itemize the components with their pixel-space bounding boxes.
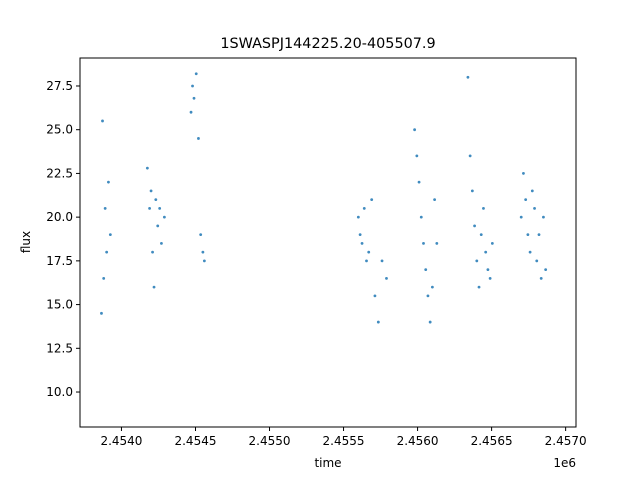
data-point	[149, 189, 153, 193]
data-point	[105, 250, 109, 254]
data-point	[145, 166, 149, 170]
data-point	[542, 215, 545, 219]
y-tick-label: 12.5	[46, 341, 73, 355]
data-point	[433, 198, 436, 202]
data-point	[417, 180, 421, 184]
data-point	[519, 215, 523, 219]
data-point	[108, 233, 112, 237]
data-point	[162, 215, 166, 219]
data-point	[158, 207, 162, 210]
y-tick-label: 17.5	[46, 254, 73, 268]
data-point	[189, 110, 193, 114]
x-tick-label: 2.4545	[174, 434, 216, 448]
data-point	[428, 320, 432, 324]
data-point	[370, 198, 374, 202]
data-point	[482, 207, 485, 210]
data-point	[362, 207, 366, 210]
data-point	[101, 119, 104, 123]
data-point	[376, 320, 380, 324]
x-tick-label: 2.4565	[471, 434, 513, 448]
data-point	[380, 259, 384, 263]
data-point	[535, 259, 539, 263]
data-point	[197, 137, 200, 140]
y-tick-label: 27.5	[46, 79, 73, 93]
data-point	[526, 233, 530, 237]
data-point	[415, 154, 419, 158]
data-points	[100, 72, 548, 324]
x-axis-offset-label: 1e6	[553, 456, 576, 470]
data-point	[373, 294, 377, 298]
x-tick-label: 2.4560	[397, 434, 439, 448]
data-point	[473, 224, 476, 228]
y-tick-label: 25.0	[46, 123, 73, 137]
data-point	[199, 233, 203, 237]
x-axis: 2.4540 2.4545 2.4550 2.4555 2.4560 2.4565 2.45…	[100, 427, 587, 448]
x-tick-label: 2.4550	[249, 434, 291, 448]
chart-title: 1SWASPJ144225.20-405507.9	[220, 36, 435, 52]
data-point	[477, 285, 481, 289]
data-point	[486, 268, 490, 272]
data-point	[466, 75, 470, 79]
data-point	[356, 215, 360, 219]
data-point	[539, 276, 543, 280]
x-tick-label: 2.4540	[100, 434, 142, 448]
y-tick-label: 15.0	[46, 298, 73, 312]
data-point	[100, 311, 103, 315]
data-point	[201, 250, 205, 254]
y-tick-label: 20.0	[46, 210, 73, 224]
data-point	[528, 250, 532, 254]
data-point	[470, 189, 474, 193]
data-point	[102, 276, 106, 280]
data-point	[358, 233, 362, 237]
plot-area-frame	[79, 57, 577, 428]
data-point	[490, 241, 494, 245]
data-point	[533, 207, 536, 210]
y-axis: 10.0 12.5 15.0 17.5 20.0 22.5 25.0 27.5	[46, 79, 80, 399]
data-point	[479, 233, 483, 237]
data-point	[148, 207, 151, 210]
data-point	[360, 241, 364, 245]
data-point	[419, 215, 423, 219]
data-point	[522, 172, 525, 175]
y-axis-label: flux	[19, 231, 33, 253]
y-tick-label: 22.5	[46, 166, 73, 180]
data-point	[154, 198, 158, 202]
data-point	[537, 233, 541, 237]
data-point	[430, 285, 434, 289]
data-point	[103, 207, 107, 210]
data-point	[475, 259, 479, 263]
data-point	[424, 268, 428, 272]
data-point	[192, 96, 196, 100]
data-point	[488, 276, 492, 280]
data-point	[468, 154, 472, 158]
data-point	[435, 241, 439, 245]
data-point	[484, 250, 488, 254]
data-point	[544, 268, 548, 272]
data-point	[385, 276, 388, 280]
x-tick-label: 2.4555	[323, 434, 365, 448]
data-point	[191, 84, 194, 88]
data-point	[365, 259, 368, 263]
x-axis-label: time	[314, 456, 341, 470]
data-point	[202, 259, 206, 263]
data-point	[367, 250, 371, 254]
data-point	[194, 72, 198, 76]
data-point	[156, 224, 160, 228]
data-point	[107, 180, 110, 184]
data-point	[151, 250, 154, 254]
data-point	[422, 241, 425, 245]
data-point	[426, 294, 430, 298]
data-point	[152, 285, 156, 289]
data-point	[160, 241, 163, 245]
y-tick-label: 10.0	[46, 385, 73, 399]
x-tick-label: 2.4570	[545, 434, 587, 448]
data-point	[413, 128, 417, 132]
data-point	[530, 189, 534, 193]
data-point	[524, 198, 528, 202]
